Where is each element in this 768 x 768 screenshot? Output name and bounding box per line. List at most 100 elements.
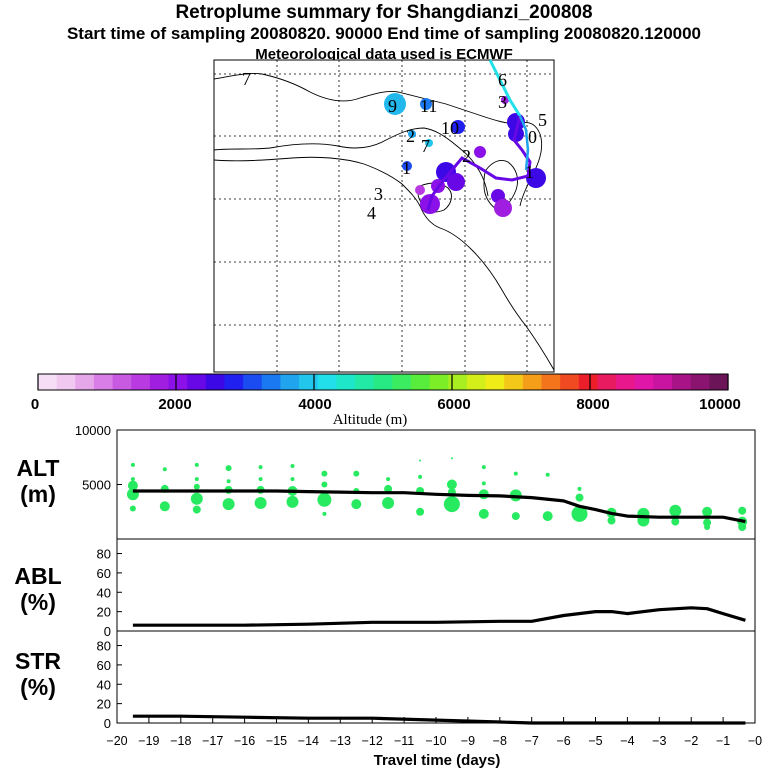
x-tick-label: −20 <box>106 734 127 748</box>
scatter-point <box>190 492 203 505</box>
colorbar-swatch <box>672 374 692 390</box>
panel-frame <box>116 429 756 540</box>
plume-marker <box>408 130 416 138</box>
panel-ylabel-unit: (m) <box>20 481 56 507</box>
map-day-label: 4 <box>367 203 376 223</box>
map-frame <box>213 59 555 373</box>
colorbar-swatch <box>392 374 412 390</box>
map-day-label: 1 <box>525 162 534 182</box>
trajectory-lower <box>426 115 532 211</box>
y-tick-label: 40 <box>97 677 111 692</box>
x-tick-label: −0 <box>748 734 762 748</box>
x-axis-label: Travel time (days) <box>374 752 501 768</box>
panel-ylabel: ABL <box>14 563 61 589</box>
map-day-label: 5 <box>538 110 547 130</box>
panel-frame <box>116 538 756 632</box>
scatter-point <box>225 465 232 472</box>
colorbar-swatch <box>280 374 300 390</box>
scatter-point <box>571 505 588 522</box>
x-tick-label: −12 <box>362 734 383 748</box>
scatter-point <box>193 483 200 490</box>
x-tick-label: −8 <box>493 734 507 748</box>
colorbar-title: Altitude (m) <box>333 412 408 428</box>
x-tick-label: −2 <box>684 734 698 748</box>
scatter-point <box>443 496 460 513</box>
map-gridlines <box>214 60 554 372</box>
colorbar-tick-labels: 0 2000 4000 6000 8000 10000 <box>31 396 741 413</box>
scatter-point <box>513 471 518 476</box>
map-day-label: 1 <box>402 158 411 178</box>
scatter-point <box>130 477 135 482</box>
scatter-point <box>129 505 136 512</box>
scatter-point <box>545 472 550 477</box>
sampling-times: Start time of sampling 20080820. 90000 E… <box>66 24 702 43</box>
plume-marker <box>420 98 432 110</box>
colorbar-swatch <box>541 374 561 390</box>
colorbar-swatch <box>38 374 58 390</box>
x-tick-label: −3 <box>652 734 666 748</box>
colorbar-swatch <box>466 374 487 390</box>
scatter-point <box>353 470 360 477</box>
scatter-point <box>478 508 489 519</box>
time-series-panels: 500010000ALT(m)020406080ABL(%)020406080S… <box>14 423 756 731</box>
scatter-point <box>321 481 328 488</box>
map-day-labels: 7 9 11 10 2 7 1 3 4 6 3 5 0 1 2 <box>242 69 547 223</box>
colorbar-swatch <box>131 374 151 390</box>
map-day-label: 3 <box>498 92 507 112</box>
colorbar-swatch <box>504 374 524 390</box>
plume-markers <box>384 93 546 217</box>
scatter-point <box>384 484 393 493</box>
colorbar-swatch <box>149 374 170 390</box>
colorbar-swatch <box>224 374 244 390</box>
x-tick-label: −15 <box>266 734 287 748</box>
colorbar-swatch <box>429 374 449 390</box>
map-day-label: 7 <box>242 69 251 89</box>
map-day-label: 9 <box>388 96 397 116</box>
plume-marker <box>526 168 546 188</box>
scatter-point <box>607 516 616 525</box>
colorbar-tick-label: 6000 <box>437 396 470 413</box>
colorbar-swatch <box>578 374 599 390</box>
scatter-point <box>317 492 332 507</box>
y-tick-label: 10000 <box>75 423 111 438</box>
colorbar-ticks <box>37 374 729 390</box>
y-tick-label: 5000 <box>82 478 111 493</box>
scatter-point <box>159 501 170 512</box>
y-tick-label: 0 <box>104 624 111 639</box>
colorbar-swatches <box>38 374 729 390</box>
plume-marker <box>451 120 465 134</box>
colorbar-swatch <box>709 374 729 390</box>
scatter-point <box>481 465 486 470</box>
map-day-label: 2 <box>462 146 471 166</box>
panel-ylabel-unit: (%) <box>20 589 56 615</box>
scatter-point <box>703 518 712 527</box>
map-day-label: 2 <box>406 126 415 146</box>
map-day-label: 6 <box>498 70 507 90</box>
series-line <box>132 606 746 627</box>
colorbar-swatch <box>448 374 468 390</box>
colorbar-swatch <box>485 374 505 390</box>
x-tick-label: −7 <box>525 734 539 748</box>
x-tick-label: −4 <box>620 734 634 748</box>
x-tick-label: −19 <box>138 734 159 748</box>
colorbar-swatch <box>56 374 76 390</box>
scatter-point <box>738 506 747 515</box>
scatter-point <box>194 462 199 467</box>
scatter-point <box>738 523 747 531</box>
y-tick-label: 20 <box>97 697 111 712</box>
colorbar-swatch <box>653 374 673 390</box>
scatter-point <box>286 495 299 508</box>
scatter-point <box>577 486 582 491</box>
scatter-point <box>222 498 235 511</box>
panel-abl: 0 20 40 60 80 ABL(%) <box>14 538 756 639</box>
colorbar-swatch <box>355 374 375 390</box>
scatter-point <box>450 457 453 460</box>
plume-marker <box>415 185 425 195</box>
colorbar-swatch <box>317 374 337 390</box>
colorbar-tick-label: 8000 <box>576 396 609 413</box>
map-day-label: 0 <box>528 127 537 147</box>
panel-ylabel: STR <box>15 648 61 674</box>
y-tick-label: 80 <box>97 639 111 654</box>
y-tick-label: 0 <box>104 716 111 731</box>
map-coastlines <box>213 73 555 371</box>
